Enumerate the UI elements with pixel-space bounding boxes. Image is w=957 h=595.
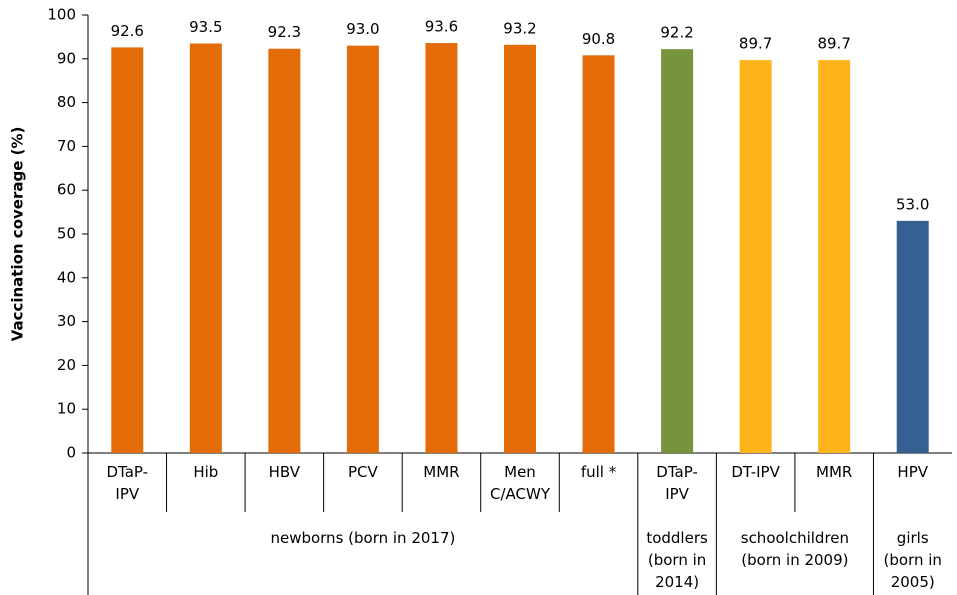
group-label: schoolchildren (born in 2009) [740,529,850,569]
bar [661,49,694,453]
group-label: girls (born in 2005) [883,529,942,591]
value-label: 92.3 [268,23,301,41]
y-tick-label: 50 [57,225,76,243]
y-tick-label: 10 [57,400,76,418]
bar [346,45,379,453]
group-label: toddlers (born in 2014) [646,529,708,591]
x-tick-label: full * [580,463,617,481]
value-label: 93.2 [503,19,536,37]
value-label: 92.2 [660,24,693,42]
y-tick-label: 60 [57,181,76,199]
bar [111,47,144,454]
x-tick-label: DT-IPV [731,463,780,481]
bar [896,220,929,453]
x-tick-label: MMR [816,463,853,481]
y-tick-label: 90 [57,49,76,67]
value-label: 53.0 [896,195,929,213]
bar [818,60,851,453]
x-tick-label: DTaP- IPV [106,463,149,503]
y-axis-label: Vaccination coverage (%) [9,127,27,342]
y-tick-label: 40 [57,268,76,286]
y-tick-label: 100 [47,6,76,24]
value-label: 93.0 [346,20,379,38]
bar [268,48,301,453]
y-tick-label: 30 [57,312,76,330]
bar [582,55,615,454]
value-label: 90.8 [582,30,615,48]
x-tick-label: MMR [423,463,460,481]
y-tick-label: 0 [66,444,76,462]
bar [739,60,772,453]
x-tick-label: HBV [268,463,301,481]
bar [425,43,458,453]
bar [504,44,536,454]
bar [189,43,222,453]
y-tick-label: 70 [57,137,76,155]
value-label: 92.6 [111,22,144,40]
value-label: 93.5 [189,18,222,36]
group-label: newborns (born in 2017) [270,529,456,547]
x-tick-label: PCV [348,463,378,481]
value-label: 89.7 [817,35,850,53]
value-label: 89.7 [739,35,772,53]
y-tick-label: 80 [57,93,76,111]
x-tick-label: HPV [897,463,929,481]
value-label: 93.6 [425,18,458,36]
x-tick-label: Hib [193,463,219,481]
y-tick-label: 20 [57,356,76,374]
x-tick-label: DTaP- IPV [656,463,698,503]
x-tick-label: Men C/ACWY [489,463,550,503]
